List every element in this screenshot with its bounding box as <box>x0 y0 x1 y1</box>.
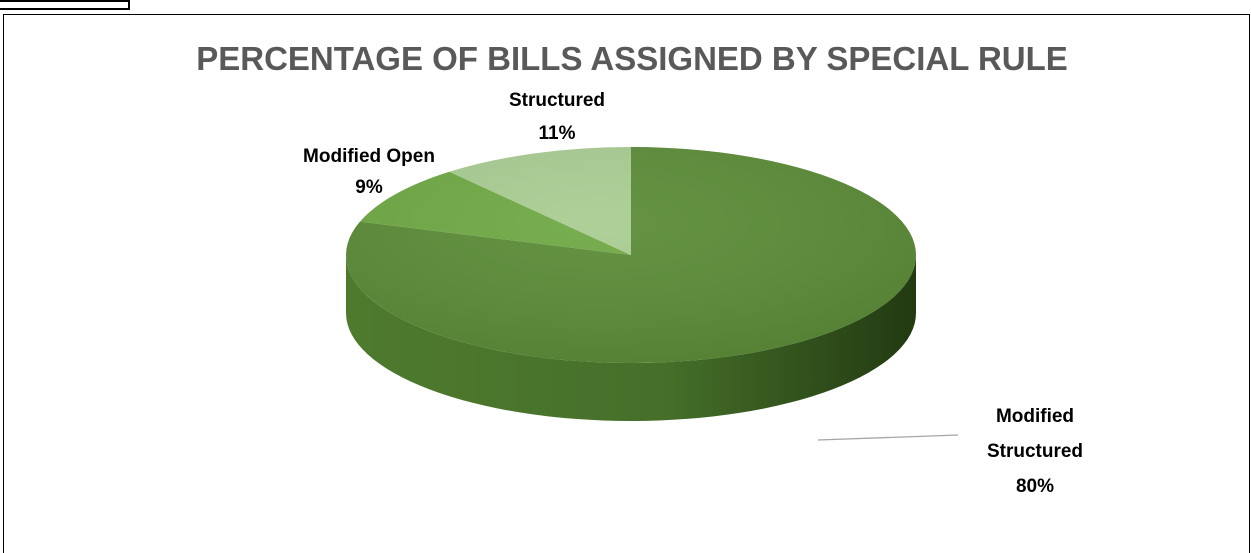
label-modified-open-value: 9% <box>355 177 383 198</box>
chart-frame <box>3 14 1250 553</box>
label-structured-value: 11% <box>539 123 576 144</box>
label-modified-structured-name-line1: Modified <box>996 406 1074 427</box>
leader-line-modified-structured <box>817 434 959 441</box>
chart-title: PERCENTAGE OF BILLS ASSIGNED BY SPECIAL … <box>196 40 1068 77</box>
label-modified-structured-name-line2: Structured <box>987 441 1083 462</box>
label-structured-name: Structured <box>509 90 605 111</box>
pie-top-shade <box>346 147 916 363</box>
pie-side-wall <box>346 255 916 421</box>
sheet-tab-marker <box>0 0 130 10</box>
label-modified-structured-value: 80% <box>1016 476 1054 497</box>
label-modified-open-name: Modified Open <box>303 146 435 167</box>
